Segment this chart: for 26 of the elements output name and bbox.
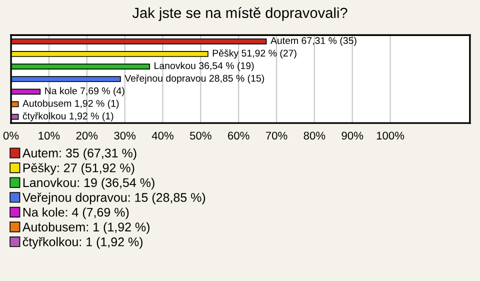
legend-label: čtyřkolkou: 1 (1,92 %): [22, 237, 143, 249]
data-label: Veřejnou dopravou 28,85 % (15): [124, 74, 264, 84]
x-tick-label: 0%: [3, 132, 19, 140]
legend-label: Na kole: 4 (7,69 %): [23, 208, 129, 220]
x-tick-label: 50%: [190, 132, 212, 140]
x-tick-label: 70%: [266, 132, 288, 140]
legend-label: Autem: 35 (67,31 %): [22, 148, 136, 160]
data-label: Autobusem 1,92 % (1): [22, 100, 119, 109]
x-tick-label: 30%: [114, 132, 136, 140]
data-label: Pěšky 51,92 % (27): [212, 49, 296, 59]
x-tick-label: 10%: [38, 132, 60, 140]
x-tick-label: 100%: [376, 132, 404, 140]
x-tick-label: 90%: [342, 132, 364, 140]
data-label: Autem 67,31 % (35): [270, 36, 356, 46]
legend-label: Pěšky: 27 (51,92 %): [23, 163, 134, 175]
data-label: čtyřkolkou 1,92 % (1): [22, 112, 114, 122]
legend-label: Veřejnou dopravou: 15 (28,85 %): [22, 192, 206, 204]
legend-label: Autobusem: 1 (1,92 %): [22, 222, 150, 234]
x-tick-label: 80%: [304, 132, 326, 140]
legend-label: Lanovkou: 19 (36,54 %): [23, 178, 154, 190]
data-label: Na kole 7,69 % (4): [45, 87, 124, 96]
chart-title: Jak jste se na místě dopravovali?: [132, 7, 348, 21]
x-tick-label: 60%: [228, 132, 250, 140]
data-label: Lanovkou 36,54 % (19): [154, 62, 254, 72]
x-tick-label: 20%: [76, 132, 98, 140]
x-tick-label: 40%: [152, 132, 174, 140]
